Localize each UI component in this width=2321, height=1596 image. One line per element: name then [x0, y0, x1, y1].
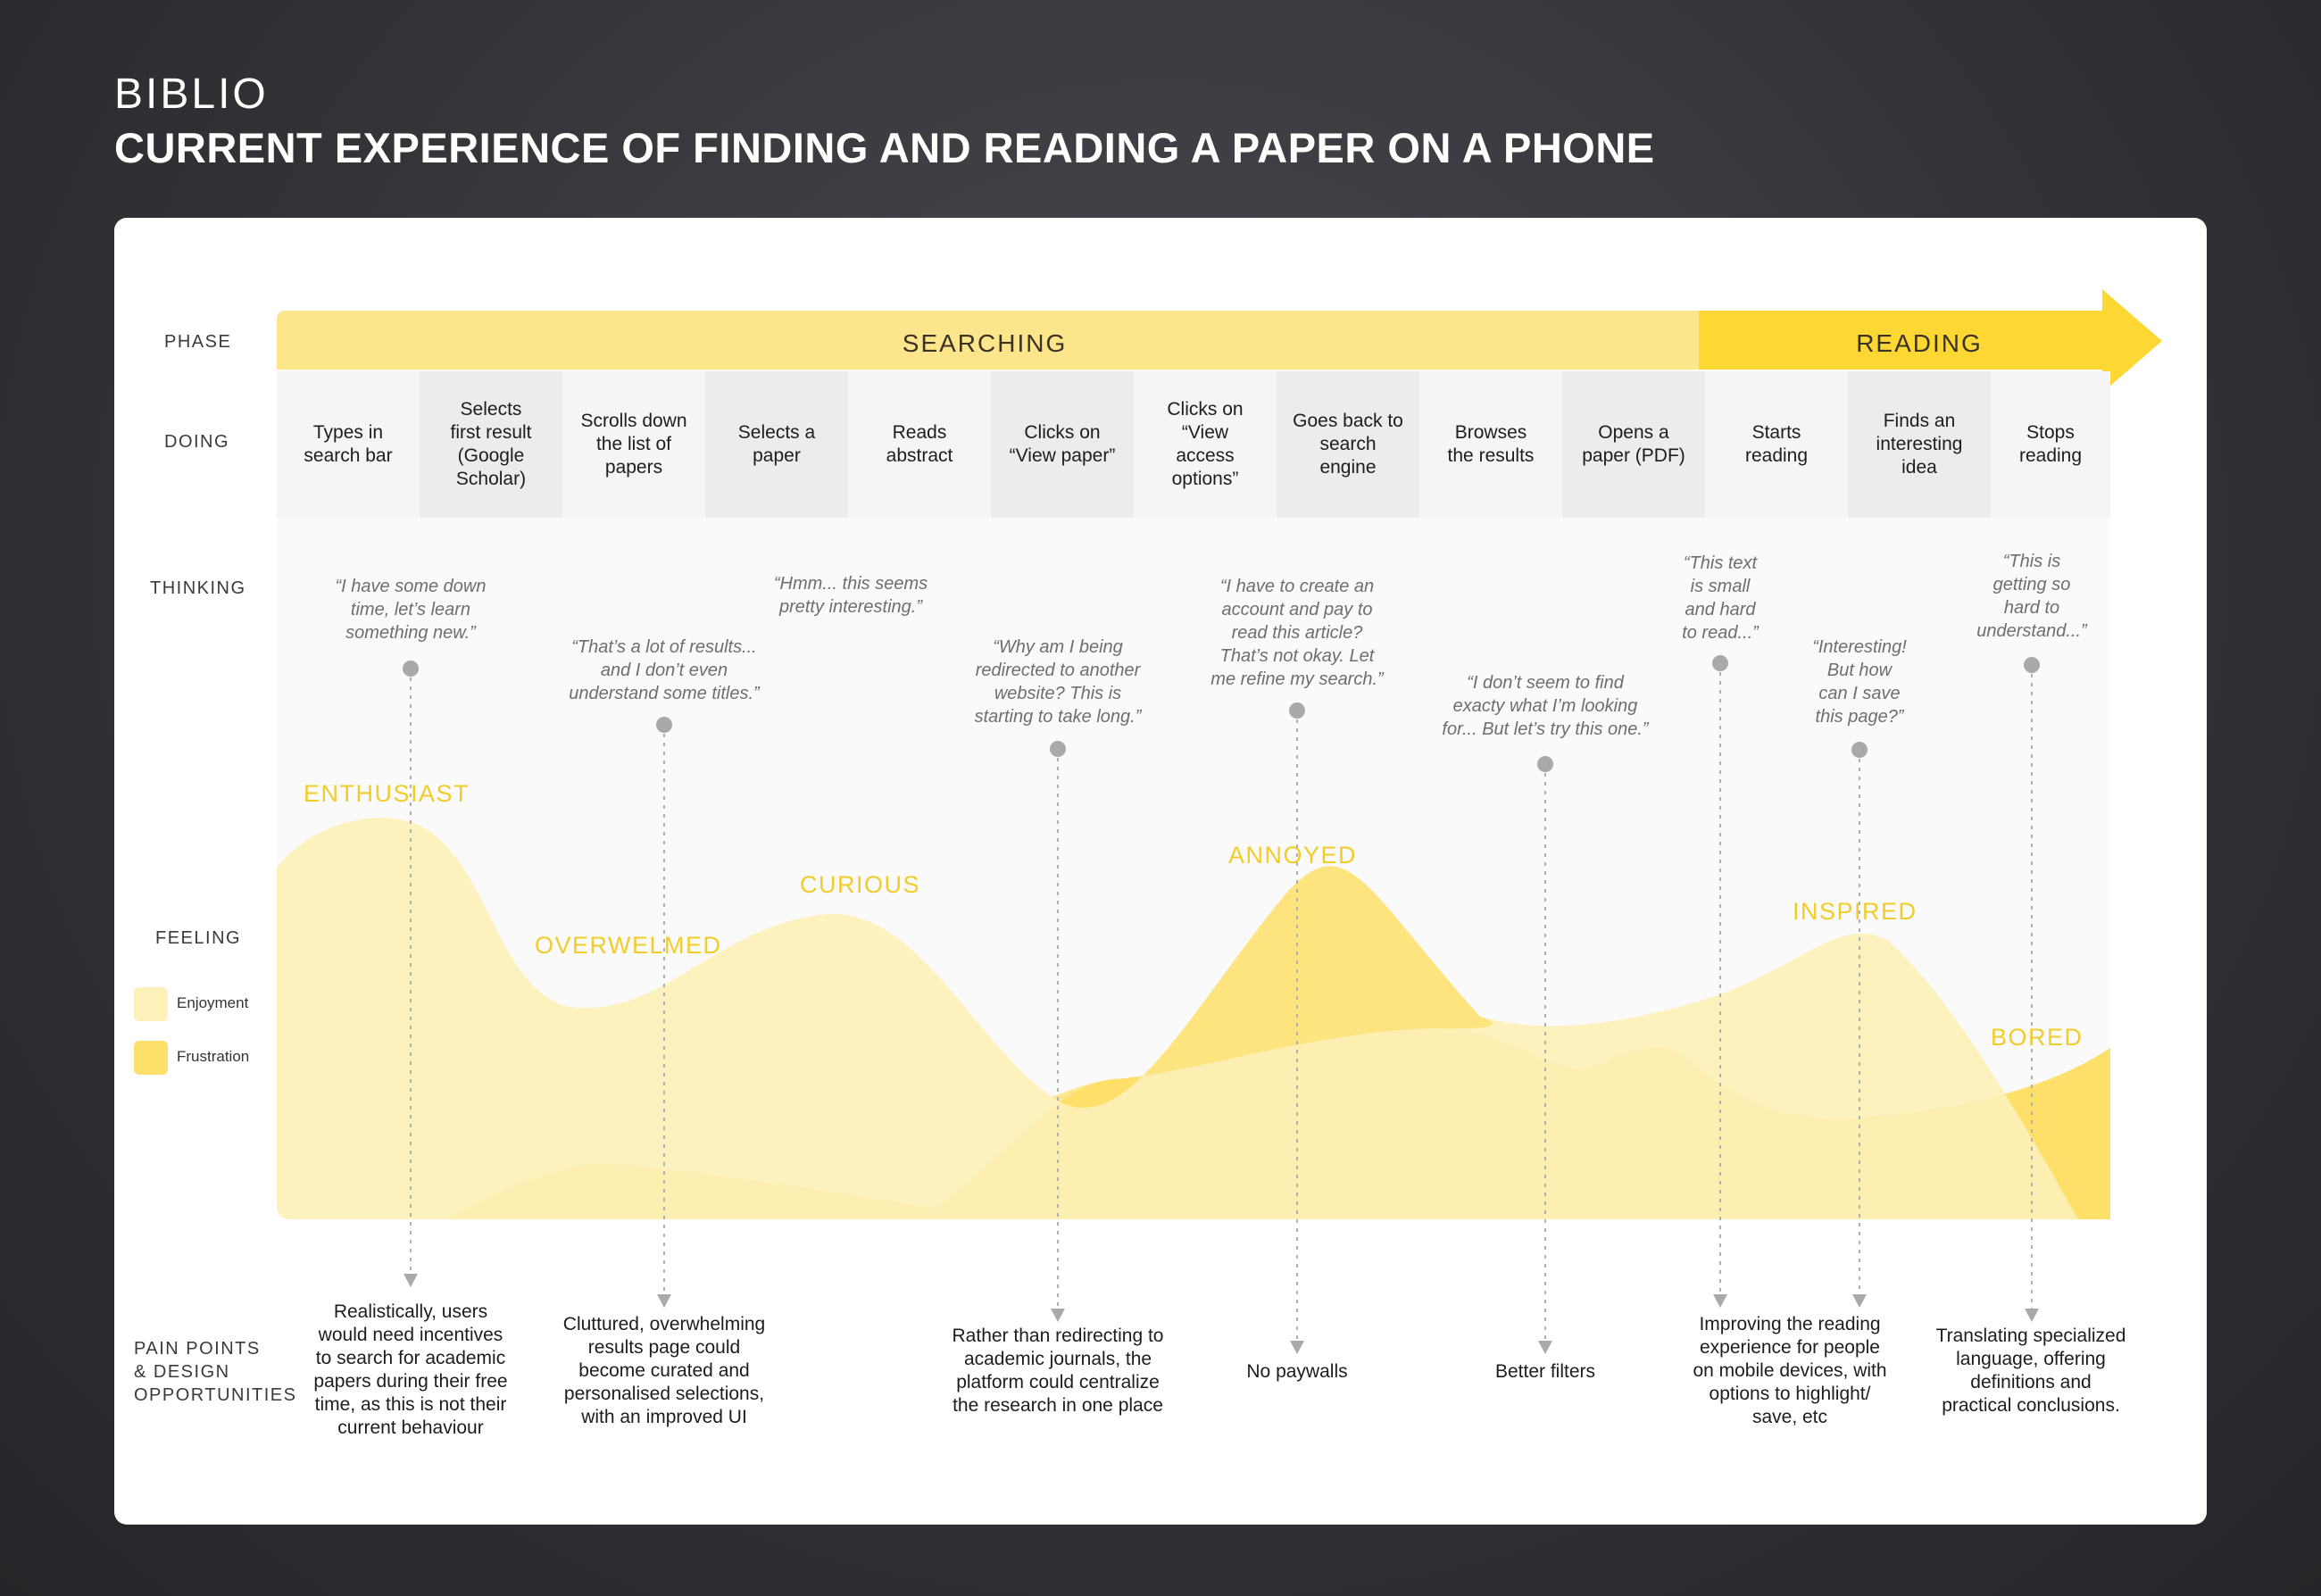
thought-quote-8: “Interesting! But how can I save this pa… [1812, 637, 1907, 727]
phase-bar-searching [277, 311, 1699, 370]
thought-quote-6: “I don’t seem to find exacty what I’m lo… [1442, 673, 1649, 739]
thought-quote-3: “Hmm... this seems pretty interesting.” [773, 574, 928, 617]
connector-dots [403, 655, 2040, 772]
legend-swatch-frustration [134, 1041, 168, 1075]
emotion-label-bored: BORED [1991, 1024, 2084, 1051]
enjoyment-wave [277, 818, 2078, 1219]
phase-label-searching: SEARCHING [903, 329, 1067, 357]
pain-point-better-filters: Better filters [1494, 1361, 1596, 1382]
thought-dot-8 [2024, 657, 2040, 673]
row-label-phase: PHASE [164, 332, 232, 352]
pain-point-no-paywalls: No paywalls [1246, 1361, 1348, 1382]
legend-swatch-enjoyment [134, 987, 168, 1021]
doing-step-7: Clicks on “View access options” [1167, 399, 1244, 489]
doing-step-2: Selects first result (Google Scholar) [450, 399, 532, 489]
thought-dot-5 [1537, 756, 1553, 772]
brand-name: BIBLIO [114, 71, 269, 118]
pain-point-incentives: Realistically, users would need incentiv… [313, 1301, 508, 1438]
thought-dot-2 [656, 717, 672, 733]
legend-label-enjoyment: Enjoyment [177, 994, 249, 1011]
pain-point-curated-results: Cluttured, overwhelming results page cou… [562, 1314, 766, 1427]
thought-quote-1: “I have some down time, let’s learn some… [335, 577, 487, 643]
connector-arrows [403, 1274, 2039, 1354]
emotion-label-overwelmed: OVERWELMED [535, 932, 722, 959]
thought-quote-7: “This text is small and hard to read...” [1682, 553, 1759, 643]
emotion-label-enthusiast: ENTHUSIAST [304, 780, 470, 807]
connectors [410, 663, 2033, 1341]
journey-graphics: SEARCHING READING [277, 289, 2162, 1354]
thought-dot-7 [1851, 742, 1868, 758]
doing-step-8: Goes back to search engine [1293, 411, 1403, 478]
doing-step-10: Opens a paper (PDF) [1582, 422, 1685, 466]
doing-step-12: Finds an interesting idea [1876, 411, 1963, 478]
emotion-label-inspired: INSPIRED [1793, 898, 1918, 925]
thought-dot-4 [1289, 702, 1305, 719]
page-title: CURRENT EXPERIENCE OF FINDING AND READIN… [114, 124, 1655, 171]
emotion-label-annoyed: ANNOYED [1228, 842, 1358, 869]
doing-step-5: Reads abstract [886, 422, 953, 466]
thought-dot-1 [403, 661, 419, 677]
doing-step-11: Starts reading [1744, 422, 1809, 466]
phase-label-reading: READING [1856, 329, 1983, 357]
thought-quote-5: “I have to create an account and pay to … [1210, 577, 1384, 689]
thought-quote-2: “That’s a lot of results... and I don’t … [569, 637, 760, 703]
doing-step-9: Browses the results [1447, 422, 1535, 466]
doing-step-3: Scrolls down the list of papers [580, 411, 687, 478]
thought-dot-6 [1712, 655, 1728, 671]
row-label-thinking: THINKING [150, 578, 246, 598]
doing-step-6: Clicks on “View paper” [1009, 422, 1116, 466]
pain-point-reading-experience: Improving the reading experience for peo… [1693, 1314, 1887, 1427]
journey-map-card: PHASE DOING THINKING FEELING PAIN POINTS… [114, 218, 2207, 1525]
thought-quote-9: “This is getting so hard to understand..… [1976, 552, 2087, 641]
legend-label-frustration: Frustration [177, 1048, 250, 1065]
thought-dot-3 [1050, 741, 1066, 757]
pain-point-translating-language: Translating specialized language, offeri… [1935, 1326, 2126, 1416]
doing-columns [277, 371, 2110, 518]
doing-step-1: Types in search bar [304, 422, 393, 466]
doing-step-4: Selects a paper [737, 422, 816, 466]
phase-bar-reading-arrow [1699, 289, 2162, 393]
emotion-label-curious: CURIOUS [800, 871, 921, 898]
pain-point-centralize-research: Rather than redirecting to academic jour… [952, 1326, 1164, 1416]
row-label-feeling: FEELING [155, 928, 242, 948]
frustration-wave-overlap [1052, 866, 1493, 1108]
row-label-pain-points: PAIN POINTS & DESIGN OPPORTUNITIES [134, 1339, 297, 1405]
thought-quote-4: “Why am I being redirected to another we… [974, 637, 1142, 727]
row-label-doing: DOING [164, 432, 230, 452]
doing-step-13: Stops reading [2018, 422, 2083, 466]
